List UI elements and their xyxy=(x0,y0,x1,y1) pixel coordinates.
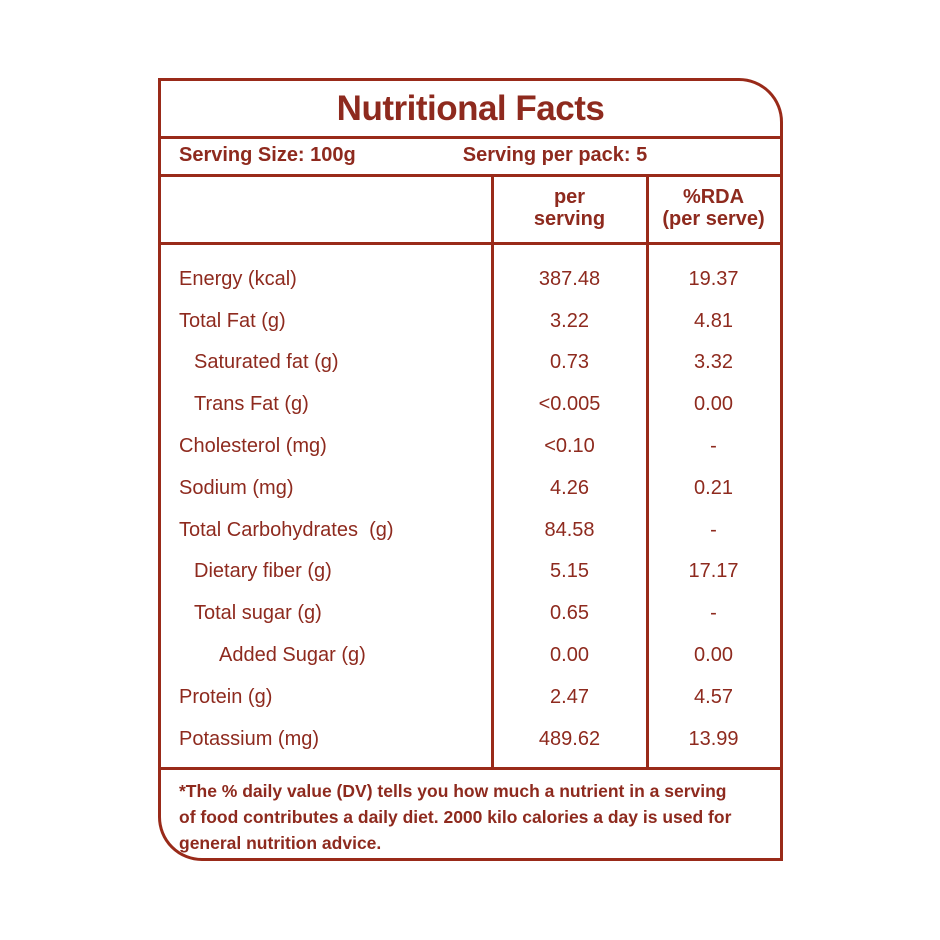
nutrient-row: Dietary fiber (g) 5.15 17.17 xyxy=(161,551,780,593)
per-serving-header-line2: serving xyxy=(533,208,606,230)
nutrient-row: Saturated fat (g) 0.73 3.32 xyxy=(161,342,780,384)
nutrient-label: Potassium (mg) xyxy=(179,727,320,750)
footnote-line-3: general nutrition advice. xyxy=(179,832,382,853)
divider-above-footnote xyxy=(161,767,780,770)
nutrient-row: Trans Fat (g) <0.005 0.00 xyxy=(161,384,780,426)
nutrient-label: Total Fat (g) xyxy=(179,309,286,332)
divider-below-column-headers xyxy=(161,242,780,245)
per-serving-value: 387.48 xyxy=(538,267,601,290)
rda-value: 0.00 xyxy=(694,393,733,416)
divider-below-serving-info xyxy=(161,174,780,177)
nutrient-label: Dietary fiber (g) xyxy=(194,560,332,583)
nutrient-row: Potassium (mg) 489.62 13.99 xyxy=(161,718,780,760)
divider-below-title xyxy=(161,136,780,139)
rda-value: 0.00 xyxy=(694,644,733,667)
nutrient-row: Total Fat (g) 3.22 4.81 xyxy=(161,300,780,342)
rda-value: 4.57 xyxy=(694,685,733,708)
nutrient-label: Total Carbohydrates (g) xyxy=(179,518,394,541)
rda-value: - xyxy=(710,602,717,625)
vertical-divider-2 xyxy=(646,174,649,770)
rda-value: 13.99 xyxy=(688,727,739,750)
nutrient-row: Total Carbohydrates (g) 84.58 - xyxy=(161,509,780,551)
rda-value: 3.32 xyxy=(694,351,733,374)
per-serving-value: <0.10 xyxy=(544,435,595,458)
nutrition-facts-label: Nutritional Facts Serving Size: 100g Ser… xyxy=(158,78,783,861)
nutrient-label: Energy (kcal) xyxy=(179,267,297,290)
per-serving-header-line1: per xyxy=(553,186,586,208)
rda-value: - xyxy=(710,518,717,541)
column-header-per-serving: per serving xyxy=(492,174,647,242)
footnote: *The % daily value (DV) tells you how mu… xyxy=(161,770,780,859)
nutrient-row: Cholesterol (mg) <0.10 - xyxy=(161,426,780,468)
rda-value: 19.37 xyxy=(688,267,739,290)
per-serving-value: 2.47 xyxy=(550,685,589,708)
column-header-row: per serving %RDA (per serve) xyxy=(161,174,780,242)
nutrient-row: Sodium (mg) 4.26 0.21 xyxy=(161,467,780,509)
nutrient-label: Protein (g) xyxy=(179,685,273,708)
nutrient-rows: Energy (kcal) 387.48 19.37 Total Fat (g)… xyxy=(161,245,780,767)
nutrient-row: Protein (g) 2.47 4.57 xyxy=(161,676,780,718)
rda-value: 0.21 xyxy=(694,476,733,499)
per-serving-value: 84.58 xyxy=(544,518,595,541)
column-header-rda: %RDA (per serve) xyxy=(647,174,780,242)
nutrient-label: Saturated fat (g) xyxy=(194,351,339,374)
nutrient-row: Added Sugar (g) 0.00 0.00 xyxy=(161,635,780,677)
per-serving-value: 5.15 xyxy=(550,560,589,583)
rda-header-line2: (per serve) xyxy=(662,208,765,230)
vertical-divider-1 xyxy=(491,174,494,770)
rda-value: 4.81 xyxy=(694,309,733,332)
per-serving-value: 3.22 xyxy=(550,309,589,332)
per-serving-value: 489.62 xyxy=(538,727,601,750)
footnote-line-2: of food contributes a daily diet. 2000 k… xyxy=(179,806,732,827)
serving-info-row: Serving Size: 100g Serving per pack: 5 xyxy=(161,136,780,174)
per-serving-value: 0.73 xyxy=(550,351,589,374)
rda-value: 17.17 xyxy=(688,560,739,583)
per-serving-value: 4.26 xyxy=(550,476,589,499)
nutrient-label: Trans Fat (g) xyxy=(194,393,309,416)
rda-header-line1: %RDA xyxy=(682,186,745,208)
column-header-empty xyxy=(161,174,492,242)
title-band: Nutritional Facts xyxy=(161,81,780,136)
per-serving-value: <0.005 xyxy=(538,393,601,416)
rda-value: - xyxy=(710,435,717,458)
nutrient-row: Total sugar (g) 0.65 - xyxy=(161,593,780,635)
nutrient-label: Sodium (mg) xyxy=(179,476,294,499)
footnote-line-1: *The % daily value (DV) tells you how mu… xyxy=(179,780,727,801)
per-serving-value: 0.65 xyxy=(550,602,589,625)
label-title: Nutritional Facts xyxy=(336,88,605,128)
serving-per-pack-text: Serving per pack: 5 xyxy=(462,143,648,166)
serving-size-text: Serving Size: 100g xyxy=(179,143,356,166)
per-serving-value: 0.00 xyxy=(550,644,589,667)
nutrient-row: Energy (kcal) 387.48 19.37 xyxy=(161,259,780,301)
nutrient-label: Total sugar (g) xyxy=(194,602,322,625)
nutrient-label: Added Sugar (g) xyxy=(219,644,366,667)
nutrient-label: Cholesterol (mg) xyxy=(179,435,327,458)
